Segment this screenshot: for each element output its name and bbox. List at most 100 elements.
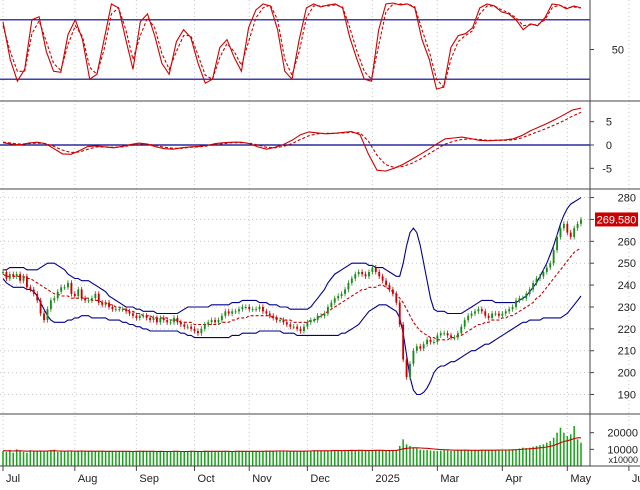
candle-body [261,306,264,312]
volume-bar [498,449,500,466]
price-y-tick-label: 200 [618,368,636,380]
volume-bar [292,451,295,466]
volume-bar [542,444,545,466]
bollinger-lower-band [2,278,582,396]
volume-bar [53,449,56,466]
volume-bar [508,450,510,466]
volume-bar [9,450,11,466]
candle-body [474,311,476,314]
candle-body [231,311,234,314]
candle-body [282,320,285,323]
volume-bar [128,451,131,466]
volume-bar [364,450,367,466]
volume-bar [282,450,285,466]
volume-bar [522,447,524,466]
volume-bar [190,451,192,466]
candle-body [138,315,141,318]
candle-body [289,324,292,327]
x-tick-label: 2025 [375,473,399,485]
volume-bar [145,451,148,466]
candle-body [326,306,329,314]
volume-bar [19,451,21,466]
candle-body [419,346,422,349]
volume-bar [494,450,497,466]
candle-body [539,276,541,279]
candle-body [152,317,155,321]
volume-bar [327,450,329,466]
candle-body [29,287,32,290]
candle-body [453,337,456,339]
volume-bar [422,450,425,466]
candle-body [135,315,138,318]
volume-bar [197,451,199,466]
volume-bar [221,451,223,466]
candle-body [494,313,497,315]
price-y-tick-label: 240 [618,280,636,292]
candle-body [166,320,169,323]
candle-body [43,313,45,321]
volume-bar [306,450,309,466]
volume-bar [457,450,459,466]
x-tick-label: Aug [78,473,98,485]
candle-body [56,291,59,299]
candle-body [460,326,463,334]
candle-body [125,309,128,312]
macd-y-tick-label: 5 [606,117,612,129]
volume-bar [46,451,49,466]
volume-unit-label: x10000 [608,455,638,465]
candle-body [330,302,333,307]
candle-body [340,293,343,297]
candle-body [53,298,56,301]
volume-bar [60,451,62,466]
volume-bar [135,451,138,466]
volume-y-tick-label: 20000 [607,428,638,440]
candle-body [487,315,490,318]
candle-body [501,313,504,316]
volume-y-tick-label: 10000 [607,444,638,456]
candle-body [5,271,8,279]
candle-body [303,326,305,332]
candle-body [535,278,538,283]
volume-bar [22,451,25,466]
candle-body [463,320,466,327]
candle-body [443,333,446,335]
volume-bar [518,448,521,466]
volume-bar [108,451,110,466]
candle-body [128,311,131,314]
candle-body [248,306,251,310]
volume-bar [477,450,480,466]
candle-body [111,306,114,310]
volume-bar [463,449,466,466]
volume-bar [248,451,251,466]
candle-body [385,280,387,286]
candle-body [333,298,336,303]
volume-bar [340,450,343,466]
candle-body [149,317,152,321]
candle-body [145,315,148,318]
candle-body [155,317,158,323]
candle-body [562,223,565,229]
volume-bar [316,450,319,466]
candle-body [234,311,237,313]
candle-body [251,309,254,311]
candle-body [8,274,11,279]
candle-body [573,228,576,237]
volume-bar [272,451,274,466]
price-y-tick-label: 210 [618,346,636,358]
price-y-tick-label: 260 [618,236,636,248]
volume-bar [460,450,463,466]
volume-bar [234,451,237,466]
volume-bar [210,451,213,466]
candle-body [504,311,507,314]
x-tick-label: Dec [310,473,330,485]
x-tick-label: Sep [139,473,159,485]
volume-bar [559,427,562,466]
volume-bar [67,451,69,466]
volume-bar [467,450,469,466]
volume-bar [74,451,76,466]
bollinger-upper-band [3,197,582,315]
volume-bar [33,451,35,466]
volume-bar [121,451,124,466]
volume-bar [111,451,114,466]
